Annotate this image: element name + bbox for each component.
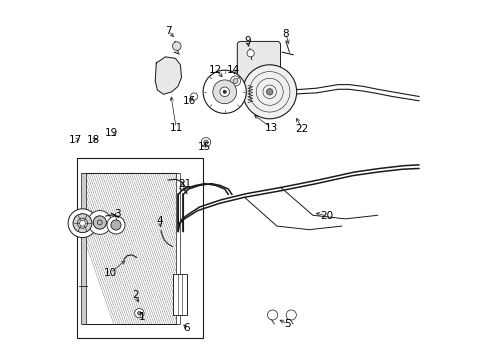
Circle shape (220, 87, 229, 96)
Bar (173, 274, 186, 315)
Circle shape (223, 90, 226, 94)
Bar (77, 158, 203, 338)
Circle shape (93, 216, 106, 229)
Circle shape (97, 220, 102, 225)
Text: 4: 4 (156, 216, 163, 226)
Text: 8: 8 (282, 29, 288, 39)
Text: 6: 6 (183, 323, 189, 333)
Circle shape (111, 220, 121, 230)
Bar (176, 173, 180, 324)
Circle shape (201, 138, 210, 147)
Text: 9: 9 (244, 36, 250, 46)
Circle shape (203, 70, 246, 113)
Text: 10: 10 (104, 268, 117, 278)
Circle shape (134, 309, 144, 318)
Circle shape (285, 310, 296, 320)
Text: 18: 18 (86, 135, 100, 145)
Text: 17: 17 (68, 135, 82, 145)
Circle shape (73, 214, 92, 233)
FancyBboxPatch shape (237, 41, 280, 92)
Circle shape (246, 50, 254, 57)
Bar (82, 173, 178, 324)
Circle shape (203, 140, 208, 144)
Circle shape (68, 209, 97, 238)
Text: 5: 5 (284, 319, 290, 329)
Circle shape (190, 93, 197, 100)
Circle shape (111, 220, 121, 230)
Circle shape (80, 220, 85, 226)
Text: 12: 12 (209, 65, 222, 75)
Text: 2: 2 (132, 290, 139, 300)
Circle shape (73, 214, 92, 233)
Text: 11: 11 (169, 123, 183, 133)
Circle shape (93, 216, 106, 229)
Text: 22: 22 (295, 124, 308, 134)
Circle shape (172, 42, 181, 50)
Circle shape (266, 89, 272, 95)
Bar (82, 173, 178, 324)
Circle shape (88, 211, 111, 234)
Circle shape (77, 218, 87, 228)
Text: 7: 7 (165, 26, 172, 36)
Circle shape (107, 216, 125, 234)
Text: 19: 19 (104, 128, 118, 138)
Circle shape (242, 65, 296, 119)
Bar (81, 173, 85, 324)
Text: 14: 14 (226, 65, 240, 75)
Circle shape (232, 78, 238, 84)
Text: 21: 21 (178, 179, 191, 189)
Text: 13: 13 (264, 123, 278, 133)
Text: 3: 3 (114, 209, 121, 219)
Polygon shape (155, 57, 181, 94)
Circle shape (230, 76, 240, 86)
Text: 15: 15 (197, 142, 210, 152)
Circle shape (212, 80, 236, 104)
Circle shape (267, 310, 277, 320)
Text: 1: 1 (138, 312, 145, 322)
Circle shape (137, 311, 141, 315)
Text: 20: 20 (320, 211, 333, 221)
Text: 16: 16 (183, 96, 196, 106)
